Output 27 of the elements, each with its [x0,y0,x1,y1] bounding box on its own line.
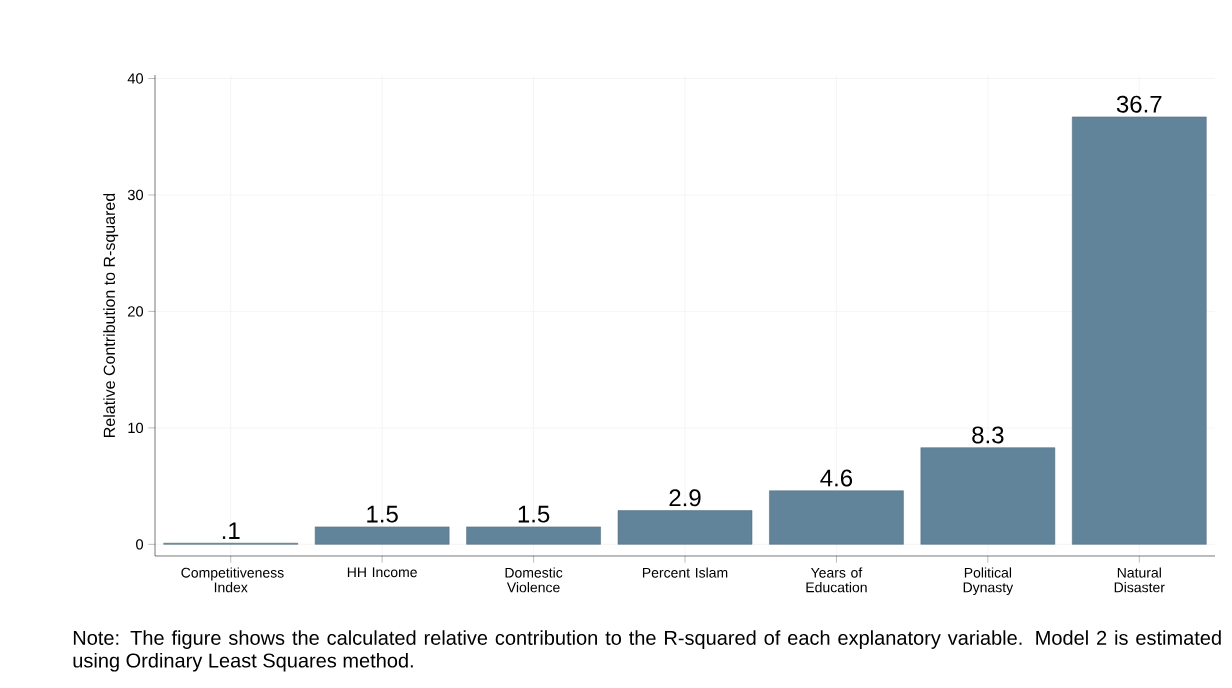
y-tick-label: 20 [128,306,144,317]
bar [314,526,450,545]
data-label: 8.3 [972,426,1004,444]
data-label: 36.7 [1116,95,1162,113]
y-tick-label: 0 [136,539,144,550]
x-tick-label: HH Income [347,567,417,578]
bar [466,526,601,545]
data-label: 4.6 [820,469,853,487]
bar [617,510,753,545]
data-label: 1.5 [367,505,398,523]
bar [1072,116,1207,545]
y-tick-label: 40 [127,73,144,84]
y-tick-label: 30 [127,189,144,201]
x-tick-label: Competitiveness Index [181,567,284,593]
y-axis-title: Relative Contribution to R-squared [103,193,119,437]
data-label: 2.9 [669,489,701,507]
x-tick-label: Percent Islam [642,567,728,578]
data-label: .1 [222,522,240,539]
bar [920,447,1056,545]
x-tick-label: Political Dynasty [963,567,1014,596]
data-label: 1.5 [518,505,550,523]
x-tick-label: Natural Disaster [1114,567,1165,593]
text: Note: The figure shows the calculated relative contribution to the R-squared of each explanatory variable. Model 2 is estimated using Ordinary Least Squares method. [73,630,1221,672]
x-tick-label: Domestic Violence [505,567,563,593]
y-tick-label: 10 [128,422,144,434]
bar [769,490,904,545]
x-tick-label: Years of Education [806,567,867,593]
